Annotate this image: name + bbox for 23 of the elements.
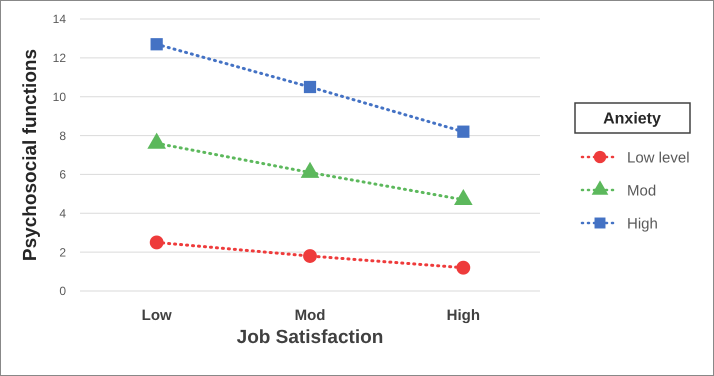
point <box>303 249 317 263</box>
legend-label: Mod <box>627 182 656 200</box>
legend-label: High <box>627 215 658 232</box>
point <box>304 80 316 94</box>
y-axis-title: Psychosocial functions <box>20 48 41 262</box>
point <box>150 38 163 50</box>
y-tick-label: 14 <box>52 12 66 26</box>
point <box>457 126 470 138</box>
y-tick-label: 4 <box>59 206 66 220</box>
y-tick-label: 6 <box>59 168 66 182</box>
point <box>456 260 470 275</box>
y-tick-label: 0 <box>59 284 66 298</box>
x-tick-label: Low <box>142 307 172 324</box>
y-tick-label: 2 <box>59 245 66 260</box>
legend-title: Anxiety <box>603 110 661 128</box>
x-axis-title: Job Satisfaction <box>236 327 384 348</box>
point <box>150 236 164 250</box>
x-tick-label: High <box>446 307 480 324</box>
y-tick-label: 8 <box>59 128 66 143</box>
x-tick-label: Mod <box>294 307 326 324</box>
legend-label: Low level <box>627 149 690 166</box>
y-tick-label: 10 <box>52 90 66 104</box>
y-tick-label: 12 <box>52 51 66 66</box>
